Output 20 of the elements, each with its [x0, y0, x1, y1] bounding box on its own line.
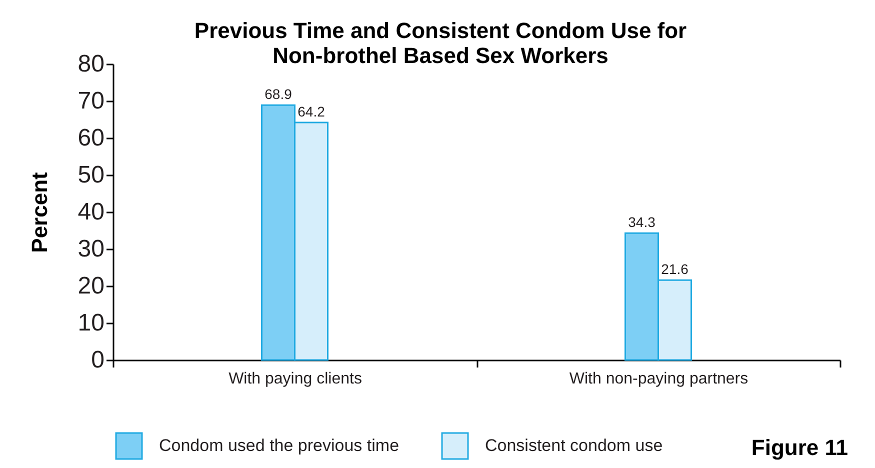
- x-tick-label: With non-paying partners: [569, 370, 748, 388]
- y-tick-label: 50: [78, 162, 104, 188]
- legend-label: Consistent condom use: [485, 436, 663, 455]
- y-tick-label: 30: [78, 236, 104, 262]
- caption: Figure 11: [751, 435, 848, 460]
- y-axis-title: Percent: [26, 171, 52, 253]
- y-tick-label: 0: [91, 346, 104, 374]
- legend-label: Condom used the previous time: [159, 436, 400, 455]
- y-tick-label: 10: [78, 310, 104, 336]
- y-tick-label: 80: [78, 50, 104, 78]
- y-tick-label: 40: [78, 198, 104, 226]
- data-label: 34.3: [628, 214, 656, 230]
- data-label: 68.9: [264, 86, 292, 102]
- y-tick-label: 20: [78, 272, 104, 300]
- y-tick-label: 70: [78, 88, 104, 114]
- x-tick-label: With paying clients: [228, 370, 362, 388]
- data-label: 64.2: [298, 103, 326, 120]
- y-tick-label: 60: [78, 124, 104, 152]
- chart-title: Previous Time and Consistent Condom Use for Non-brothel Based Sex Workers: [194, 18, 688, 68]
- data-label: 21.6: [661, 261, 689, 278]
